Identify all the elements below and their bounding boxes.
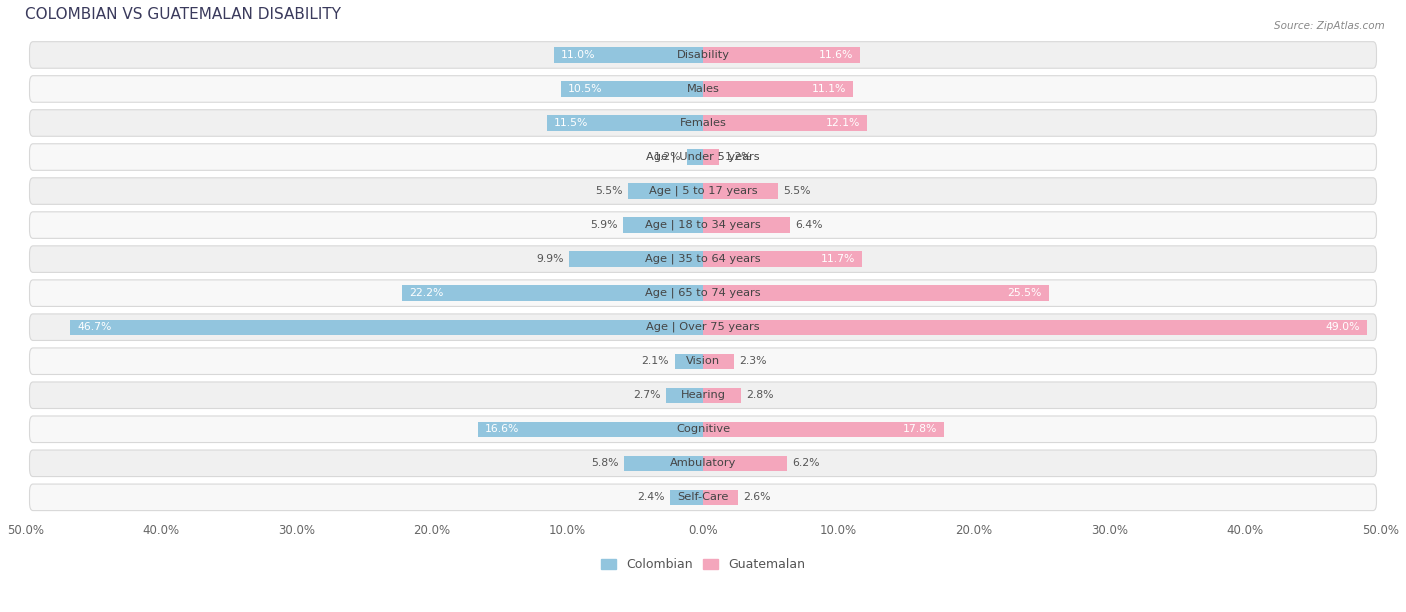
Text: Self-Care: Self-Care [678,492,728,502]
Text: 25.5%: 25.5% [1008,288,1042,298]
Bar [628,184,703,199]
Bar [624,456,703,471]
Bar [703,115,868,131]
Text: 2.6%: 2.6% [744,492,770,502]
Text: 6.4%: 6.4% [796,220,823,230]
FancyBboxPatch shape [30,416,1376,442]
FancyBboxPatch shape [30,144,1376,170]
Bar [402,285,703,301]
Bar [70,319,703,335]
Bar [554,47,703,62]
FancyBboxPatch shape [30,110,1376,136]
Text: 2.1%: 2.1% [641,356,669,366]
Bar [569,252,703,267]
Text: COLOMBIAN VS GUATEMALAN DISABILITY: COLOMBIAN VS GUATEMALAN DISABILITY [25,7,342,22]
FancyBboxPatch shape [30,42,1376,68]
Text: 6.2%: 6.2% [793,458,820,468]
Bar [623,217,703,233]
Bar [703,252,862,267]
Text: 1.2%: 1.2% [724,152,752,162]
Text: 11.0%: 11.0% [561,50,595,60]
Text: Age | 5 to 17 years: Age | 5 to 17 years [648,186,758,196]
Text: Source: ZipAtlas.com: Source: ZipAtlas.com [1274,21,1385,31]
Text: Hearing: Hearing [681,390,725,400]
Text: 11.7%: 11.7% [820,254,855,264]
Text: Vision: Vision [686,356,720,366]
Text: Ambulatory: Ambulatory [669,458,737,468]
Text: 11.5%: 11.5% [554,118,588,128]
Text: 12.1%: 12.1% [825,118,860,128]
FancyBboxPatch shape [30,76,1376,102]
Bar [703,490,738,505]
Text: 5.5%: 5.5% [783,186,810,196]
Bar [547,115,703,131]
Text: Cognitive: Cognitive [676,424,730,435]
Text: Age | 65 to 74 years: Age | 65 to 74 years [645,288,761,299]
Text: 22.2%: 22.2% [409,288,443,298]
FancyBboxPatch shape [30,246,1376,272]
Bar [703,184,778,199]
Text: Age | Over 75 years: Age | Over 75 years [647,322,759,332]
Bar [671,490,703,505]
Text: 5.9%: 5.9% [591,220,617,230]
Bar [703,319,1367,335]
Bar [666,387,703,403]
Text: 49.0%: 49.0% [1326,322,1360,332]
Text: 9.9%: 9.9% [536,254,564,264]
FancyBboxPatch shape [30,212,1376,238]
Bar [686,149,703,165]
Bar [703,422,945,437]
Bar [703,456,787,471]
Text: Females: Females [679,118,727,128]
Text: 2.8%: 2.8% [747,390,773,400]
Text: Age | 35 to 64 years: Age | 35 to 64 years [645,254,761,264]
Bar [561,81,703,97]
Legend: Colombian, Guatemalan: Colombian, Guatemalan [596,553,810,577]
Bar [703,149,720,165]
Bar [703,217,790,233]
FancyBboxPatch shape [30,450,1376,477]
Text: 10.5%: 10.5% [568,84,602,94]
Text: Age | 18 to 34 years: Age | 18 to 34 years [645,220,761,230]
Text: 46.7%: 46.7% [77,322,111,332]
Text: Age | Under 5 years: Age | Under 5 years [647,152,759,162]
FancyBboxPatch shape [30,280,1376,307]
Text: 5.8%: 5.8% [592,458,619,468]
Text: 5.5%: 5.5% [596,186,623,196]
Text: 11.1%: 11.1% [813,84,846,94]
FancyBboxPatch shape [30,348,1376,375]
FancyBboxPatch shape [30,382,1376,409]
Text: 2.7%: 2.7% [634,390,661,400]
Bar [703,387,741,403]
FancyBboxPatch shape [30,484,1376,510]
Bar [675,354,703,369]
Text: 17.8%: 17.8% [903,424,938,435]
Text: 2.3%: 2.3% [740,356,768,366]
Text: Disability: Disability [676,50,730,60]
Text: 11.6%: 11.6% [820,50,853,60]
Bar [703,81,853,97]
Text: 2.4%: 2.4% [637,492,665,502]
Bar [703,354,734,369]
Bar [703,47,860,62]
Text: 1.2%: 1.2% [654,152,682,162]
Text: 16.6%: 16.6% [485,424,519,435]
FancyBboxPatch shape [30,314,1376,340]
Text: Males: Males [686,84,720,94]
Bar [703,285,1049,301]
Bar [478,422,703,437]
FancyBboxPatch shape [30,178,1376,204]
